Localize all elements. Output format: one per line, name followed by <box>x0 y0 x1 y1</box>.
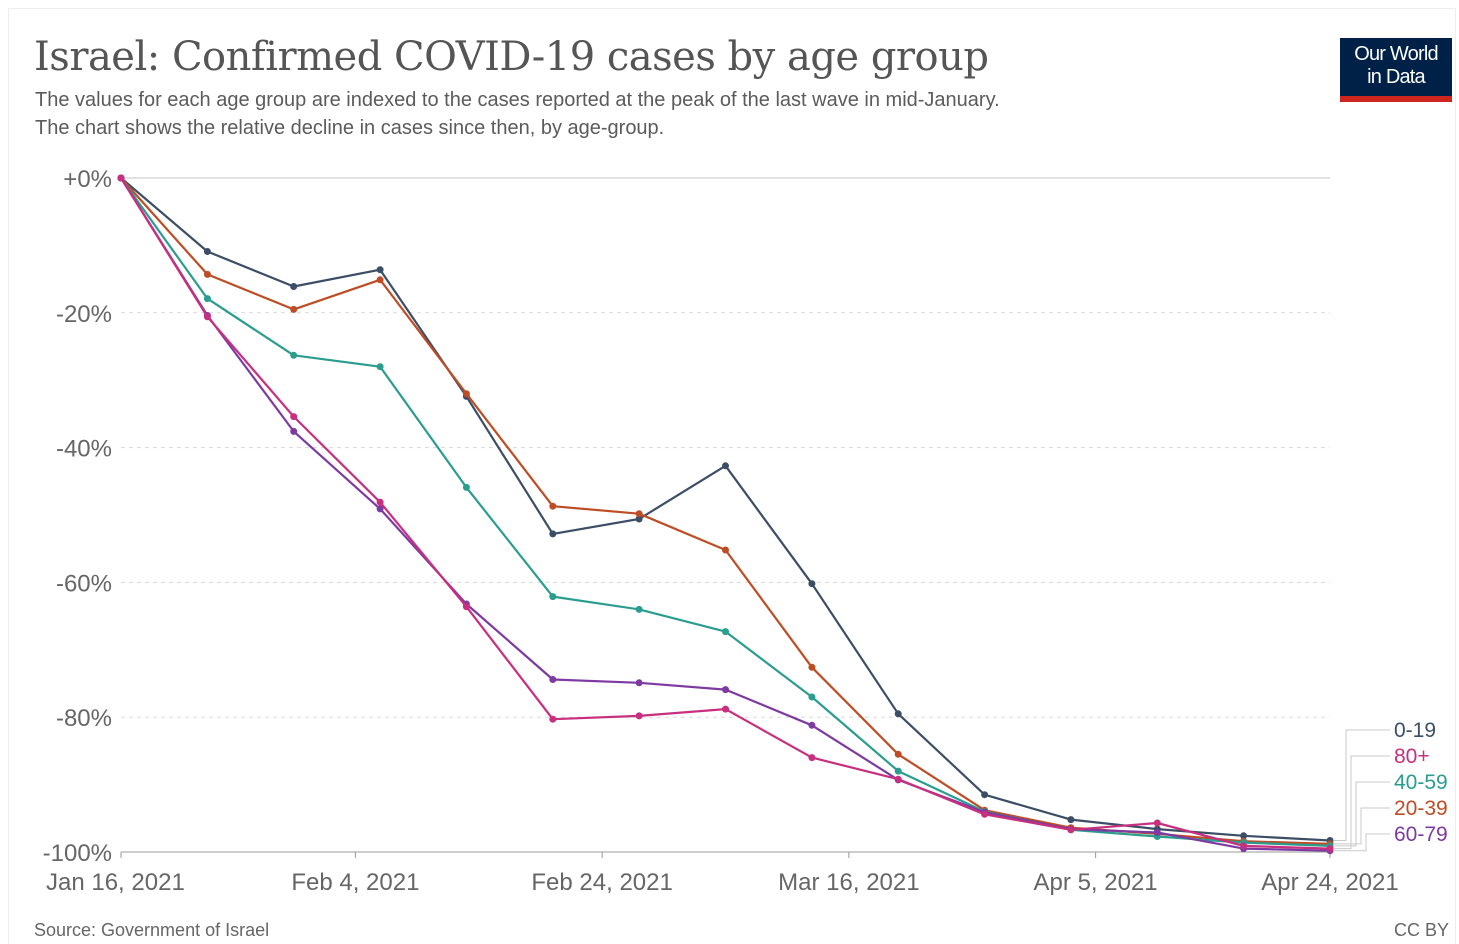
x-tick-label: Feb 4, 2021 <box>291 869 419 896</box>
data-point[interactable] <box>377 499 384 506</box>
data-point[interactable] <box>808 754 815 761</box>
data-point[interactable] <box>1240 842 1247 849</box>
data-point[interactable] <box>722 462 729 469</box>
data-point[interactable] <box>463 484 470 491</box>
x-axis: Jan 16, 2021 Feb 4, 2021 Feb 24, 2021 Mar 1… <box>46 852 1399 896</box>
series-line-40-59[interactable] <box>121 178 1330 846</box>
data-point[interactable] <box>981 811 988 818</box>
y-tick-label: -80% <box>56 705 112 732</box>
legend-label-40-59[interactable]: 40-59 <box>1394 771 1448 794</box>
data-point[interactable] <box>290 428 297 435</box>
legend: 0-19 80+ 40-59 20-39 60-79 <box>1334 719 1448 851</box>
legend-leader-line <box>1334 730 1390 841</box>
data-point[interactable] <box>204 248 211 255</box>
y-tick-label: -40% <box>56 436 112 463</box>
data-point[interactable] <box>1154 820 1161 827</box>
data-point[interactable] <box>808 722 815 729</box>
data-point[interactable] <box>808 664 815 671</box>
data-point[interactable] <box>895 776 902 783</box>
data-point[interactable] <box>1327 845 1334 852</box>
data-point[interactable] <box>895 710 902 717</box>
data-point[interactable] <box>808 694 815 701</box>
data-point[interactable] <box>722 628 729 635</box>
legend-leader-line <box>1334 756 1390 849</box>
data-point[interactable] <box>377 363 384 370</box>
data-point[interactable] <box>463 390 470 397</box>
legend-label-60-79[interactable]: 60-79 <box>1394 823 1448 846</box>
data-point[interactable] <box>549 716 556 723</box>
series-20-39[interactable] <box>118 175 1334 848</box>
data-point[interactable] <box>1067 826 1074 833</box>
legend-label-80+[interactable]: 80+ <box>1394 745 1430 768</box>
data-point[interactable] <box>377 276 384 283</box>
legend-label-0-19[interactable]: 0-19 <box>1394 719 1436 742</box>
data-point[interactable] <box>1067 816 1074 823</box>
x-tick-label: Apr 5, 2021 <box>1034 869 1158 896</box>
legend-leader-line <box>1334 808 1390 844</box>
series-80+[interactable] <box>118 175 1334 853</box>
data-point[interactable] <box>290 306 297 313</box>
source-note: Source: Government of Israel <box>34 920 269 941</box>
data-point[interactable] <box>636 606 643 613</box>
license-link[interactable]: CC BY <box>1394 920 1449 941</box>
data-point[interactable] <box>895 751 902 758</box>
data-point[interactable] <box>636 510 643 517</box>
grid-lines <box>121 178 1330 852</box>
y-tick-label: -60% <box>56 570 112 597</box>
series-40-59[interactable] <box>118 175 1334 850</box>
x-tick-label: Mar 16, 2021 <box>778 869 919 896</box>
data-point[interactable] <box>636 712 643 719</box>
series-line-0-19[interactable] <box>121 178 1330 841</box>
data-point[interactable] <box>808 580 815 587</box>
legend-label-20-39[interactable]: 20-39 <box>1394 797 1448 820</box>
data-point[interactable] <box>463 603 470 610</box>
series-lines <box>118 175 1334 855</box>
data-point[interactable] <box>549 676 556 683</box>
data-point[interactable] <box>722 547 729 554</box>
data-point[interactable] <box>1154 829 1161 836</box>
legend-leader-line <box>1334 782 1390 846</box>
data-point[interactable] <box>290 413 297 420</box>
data-point[interactable] <box>722 686 729 693</box>
data-point[interactable] <box>895 768 902 775</box>
series-line-80+[interactable] <box>121 178 1330 849</box>
data-point[interactable] <box>290 352 297 359</box>
data-point[interactable] <box>549 593 556 600</box>
data-point[interactable] <box>636 679 643 686</box>
data-point[interactable] <box>981 791 988 798</box>
data-point[interactable] <box>549 503 556 510</box>
data-point[interactable] <box>290 283 297 290</box>
x-tick-label: Jan 16, 2021 <box>46 869 185 896</box>
y-tick-label: -20% <box>56 301 112 328</box>
data-point[interactable] <box>549 530 556 537</box>
y-tick-label: -100% <box>43 840 112 867</box>
data-point[interactable] <box>204 271 211 278</box>
x-tick-label: Apr 24, 2021 <box>1261 869 1398 896</box>
data-point[interactable] <box>204 295 211 302</box>
data-point[interactable] <box>722 706 729 713</box>
data-point[interactable] <box>204 313 211 320</box>
y-axis: +0% -20% -40% -60% -80% -100% <box>43 166 112 867</box>
series-0-19[interactable] <box>118 175 1334 845</box>
series-line-60-79[interactable] <box>121 178 1330 851</box>
y-tick-label: +0% <box>63 166 112 193</box>
x-tick-label: Feb 24, 2021 <box>531 869 672 896</box>
data-point[interactable] <box>118 175 125 182</box>
series-line-20-39[interactable] <box>121 178 1330 844</box>
series-60-79[interactable] <box>118 175 1334 855</box>
data-point[interactable] <box>377 266 384 273</box>
